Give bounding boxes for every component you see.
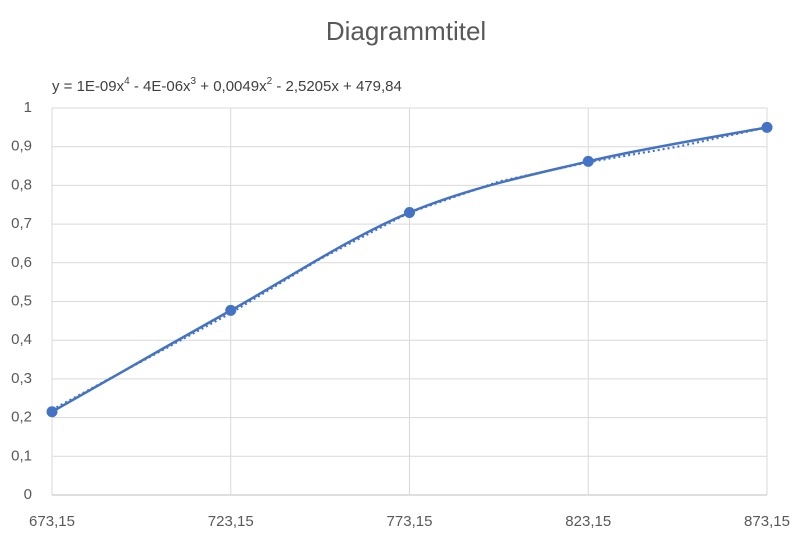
- y-tick-label: 0: [24, 486, 32, 503]
- y-tick-label: 0,2: [11, 409, 32, 426]
- y-tick-label: 0,7: [11, 215, 32, 232]
- y-tick-label: 0,8: [11, 176, 32, 193]
- equation-exponent: 3: [191, 76, 197, 87]
- equation-exponent: 4: [124, 76, 130, 87]
- chart-title: Diagrammtitel: [326, 16, 486, 46]
- equation-text: - 2,5205x + 479,84: [272, 78, 402, 95]
- equation-text: + 0,0049x: [196, 78, 267, 95]
- y-tick-label: 1: [24, 99, 32, 116]
- x-tick-label: 823,15: [565, 513, 611, 530]
- data-point: [404, 206, 415, 218]
- x-tick-label: 673,15: [29, 513, 75, 530]
- y-tick-label: 0,9: [11, 138, 32, 155]
- y-tick-label: 0,6: [11, 254, 32, 271]
- y-tick-label: 0,4: [11, 331, 32, 348]
- y-tick-label: 0,3: [11, 370, 32, 387]
- trendline-equation: y = 1E-09x4 - 4E-06x3 + 0,0049x2 - 2,520…: [52, 76, 402, 95]
- y-tick-label: 0,1: [11, 447, 32, 464]
- y-tick-label: 0,5: [11, 292, 32, 309]
- x-tick-label: 773,15: [387, 513, 433, 530]
- equation-exponent: 2: [267, 76, 273, 87]
- data-point: [46, 406, 58, 418]
- data-point: [225, 304, 237, 316]
- equation-text: - 4E-06x: [130, 78, 191, 95]
- x-tick-label: 873,15: [744, 513, 790, 530]
- equation-text: y = 1E-09x: [52, 78, 125, 95]
- x-tick-label: 723,15: [208, 513, 254, 530]
- data-point: [582, 155, 594, 167]
- data-point: [761, 121, 773, 133]
